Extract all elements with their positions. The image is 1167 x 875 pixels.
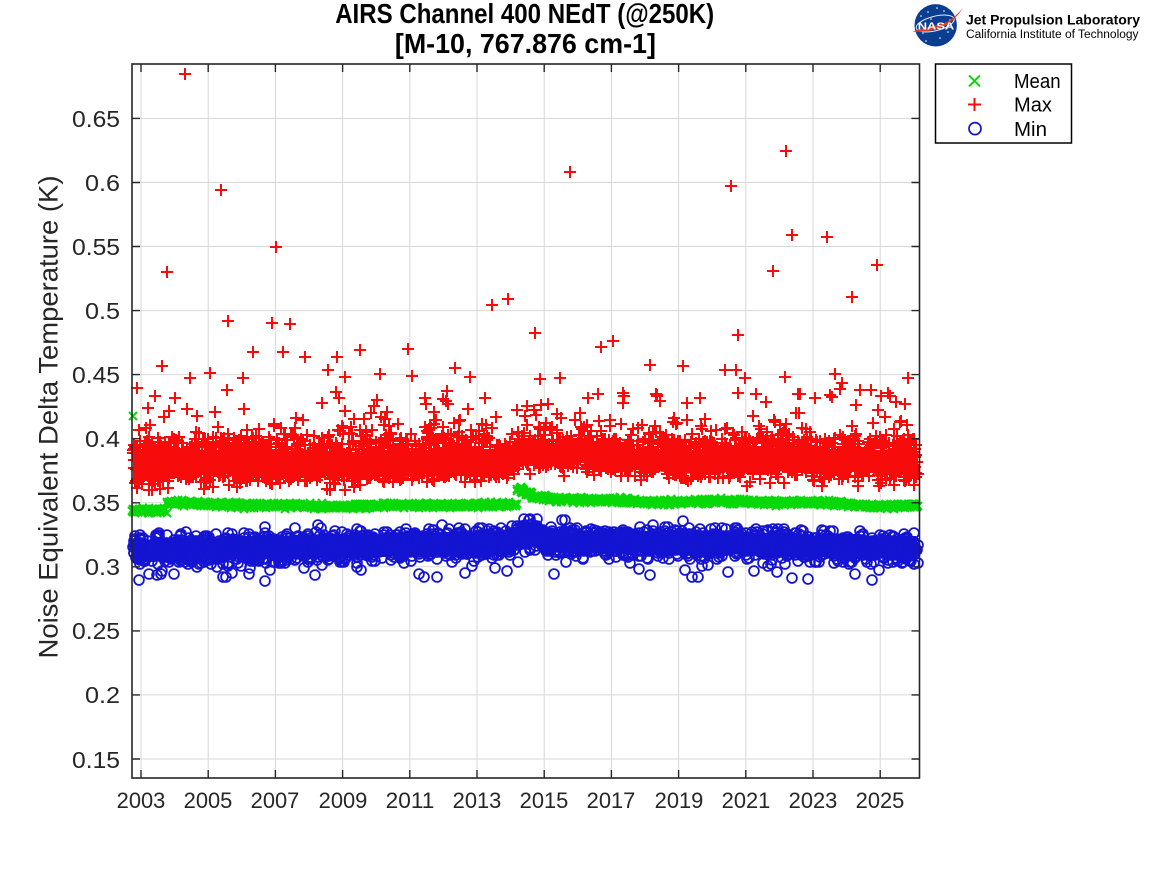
svg-text:2025: 2025 bbox=[856, 788, 905, 813]
svg-text:0.4: 0.4 bbox=[85, 426, 120, 452]
svg-text:0.25: 0.25 bbox=[72, 618, 120, 644]
svg-text:0.5: 0.5 bbox=[85, 298, 120, 324]
svg-text:Mean: Mean bbox=[1014, 71, 1061, 93]
svg-text:2017: 2017 bbox=[587, 788, 636, 813]
svg-text:AIRS Channel 400 NEdT (@250K): AIRS Channel 400 NEdT (@250K) bbox=[335, 0, 714, 29]
svg-text:2011: 2011 bbox=[386, 788, 435, 813]
svg-text:2019: 2019 bbox=[655, 788, 704, 813]
svg-text:Jet Propulsion Laboratory: Jet Propulsion Laboratory bbox=[966, 13, 1141, 28]
svg-text:0.55: 0.55 bbox=[72, 234, 120, 260]
svg-text:2003: 2003 bbox=[117, 788, 166, 813]
svg-text:0.15: 0.15 bbox=[72, 747, 120, 773]
svg-text:Noise Equivalent Delta Tempera: Noise Equivalent Delta Temperature (K) bbox=[34, 176, 64, 659]
svg-text:2023: 2023 bbox=[789, 788, 838, 813]
svg-text:2005: 2005 bbox=[184, 788, 233, 813]
svg-text:2007: 2007 bbox=[251, 788, 300, 813]
svg-text:[M-10, 767.876 cm-1]: [M-10, 767.876 cm-1] bbox=[395, 28, 656, 59]
svg-text:Min: Min bbox=[1014, 119, 1047, 141]
svg-text:2013: 2013 bbox=[453, 788, 502, 813]
svg-text:0.65: 0.65 bbox=[72, 106, 120, 132]
svg-text:0.6: 0.6 bbox=[85, 170, 120, 196]
svg-text:0.3: 0.3 bbox=[85, 554, 120, 580]
svg-text:Max: Max bbox=[1014, 95, 1052, 117]
svg-text:2021: 2021 bbox=[722, 788, 771, 813]
svg-text:0.2: 0.2 bbox=[85, 682, 120, 708]
svg-text:0.45: 0.45 bbox=[72, 362, 120, 388]
svg-text:NASA: NASA bbox=[918, 21, 955, 33]
svg-text:California Institute of Techno: California Institute of Technology bbox=[966, 29, 1139, 41]
svg-text:2009: 2009 bbox=[319, 788, 368, 813]
svg-text:2015: 2015 bbox=[520, 788, 569, 813]
svg-text:0.35: 0.35 bbox=[72, 490, 120, 516]
